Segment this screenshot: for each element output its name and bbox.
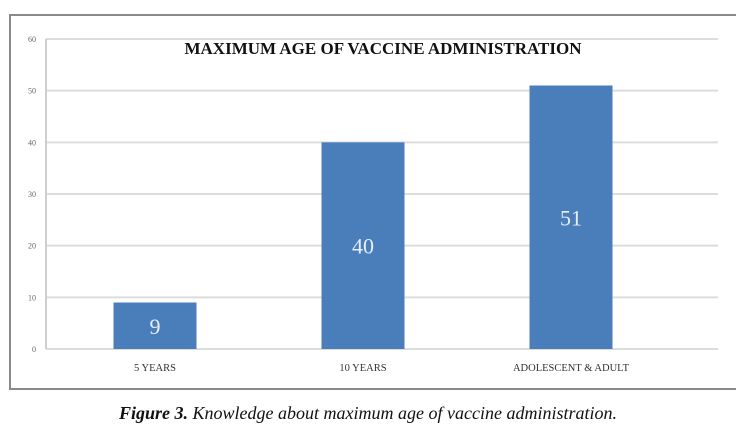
- bar: [321, 142, 405, 349]
- x-tick-label: 10 YEARS: [339, 363, 386, 374]
- figure-caption: Figure 3. Knowledge about maximum age of…: [0, 403, 736, 424]
- data-label: 51: [560, 205, 582, 230]
- chart-frame: [9, 14, 736, 390]
- bar-chart: 0 10 20 30 40 50 60 9 5 YEARS 40 10 YEARS 51 ADOLES…: [28, 35, 718, 374]
- y-tick-label: 50: [28, 87, 36, 96]
- bar: [529, 85, 613, 349]
- y-tick-label: 40: [28, 138, 36, 147]
- caption-text: Knowledge about maximum age of vaccine a…: [188, 403, 617, 423]
- data-label: 40: [352, 234, 374, 259]
- y-tick-label: 30: [28, 190, 36, 199]
- y-tick-label: 20: [28, 242, 36, 251]
- chart-title: MAXIMUM AGE OF VACCINE ADMINISTRATION: [184, 39, 582, 58]
- x-tick-label: ADOLESCENT & ADULT: [513, 363, 630, 374]
- caption-label: Figure 3.: [119, 403, 189, 423]
- bar: [113, 302, 197, 349]
- y-tick-label: 10: [28, 293, 36, 302]
- data-label: 9: [150, 314, 161, 339]
- y-tick-label: 60: [28, 35, 36, 44]
- x-tick-label: 5 YEARS: [134, 363, 176, 374]
- y-tick-label: 0: [32, 345, 36, 354]
